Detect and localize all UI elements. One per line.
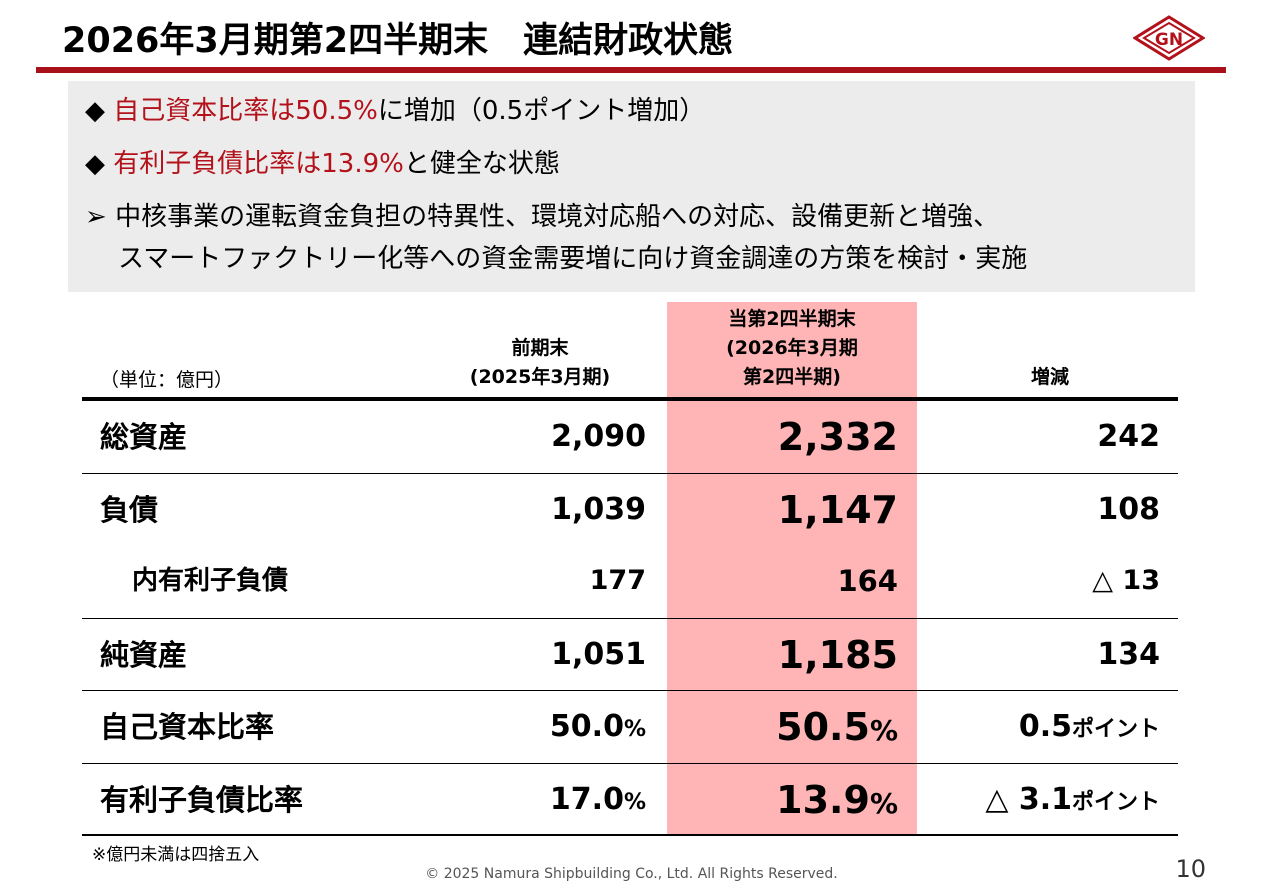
bullet-2: ◆ 有利子負債比率は13.9%と健全な状態 [85,149,560,179]
page-title: 2026年3月期第2四半期末 連結財政状態 [62,21,734,61]
table-row: 純資産 1,051 1,185 134 [82,617,1178,691]
prev-value: 50.0% [549,709,646,744]
current-value: 164 [837,564,898,598]
header-current: 当第2四半期末 (2026年3月期 第2四半期) [726,308,858,388]
row-label: 有利子負債比率 [100,782,304,817]
header-prev: 前期末 (2025年3月期) [469,337,611,388]
bottom-rule [82,834,1178,836]
bullet-3: ➢ 中核事業の運転資金負担の特異性、環境対応船への対応、設備更新と増強、 [85,202,1000,232]
change-value: 0.5ポイント [1018,709,1160,744]
change-value: 134 [1097,636,1160,672]
footnote: ※億円未満は四捨五入 [92,845,260,865]
current-value: 1,147 [777,487,898,532]
change-value: 108 [1097,491,1160,527]
bullet-3-cont: スマートファクトリー化等への資金需要増に向け資金調達の方策を検討・実施 [118,244,1028,274]
current-period-highlight [667,302,917,835]
svg-text:GN: GN [1155,30,1183,50]
table-row: 総資産 2,090 2,332 242 [82,400,1178,473]
current-value: 13.9% [776,777,898,822]
prev-value: 1,051 [551,636,646,672]
row-label: 負債 [100,492,159,527]
row-label: 内有利子負債 [132,566,289,596]
current-value: 2,332 [777,415,898,459]
table-row: 有利子負債比率 17.0% 13.9% △ 3.1ポイント [82,762,1178,836]
current-value: 1,185 [777,632,898,677]
prev-value: 2,090 [551,419,646,454]
copyright: © 2025 Namura Shipbuilding Co., Ltd. All… [425,866,838,882]
prev-value: 177 [589,565,646,596]
prev-value: 17.0% [549,781,646,817]
page-number: 10 [1175,855,1206,883]
change-value: △ 3.1ポイント [985,781,1160,817]
current-value: 50.5% [776,705,898,749]
summary-box [68,81,1195,292]
header-change: 増減 [1030,366,1069,388]
unit-label: （単位：億円） [100,369,234,391]
header-rule [82,397,1178,401]
change-value: △ 13 [1092,565,1160,596]
row-label: 総資産 [100,420,188,454]
prev-value: 1,039 [551,491,646,527]
row-label: 純資産 [100,637,188,672]
title-divider [36,67,1226,73]
table-row: 自己資本比率 50.0% 50.5% 0.5ポイント [82,690,1178,763]
table-row: 内有利子負債 177 164 △ 13 [82,545,1178,617]
table-row: 負債 1,039 1,147 108 [82,472,1178,546]
bullet-1: ◆ 自己資本比率は50.5%に増加（0.5ポイント増加） [85,96,706,126]
company-logo: GN [1133,15,1205,61]
row-label: 自己資本比率 [100,710,275,744]
change-value: 242 [1097,419,1160,454]
